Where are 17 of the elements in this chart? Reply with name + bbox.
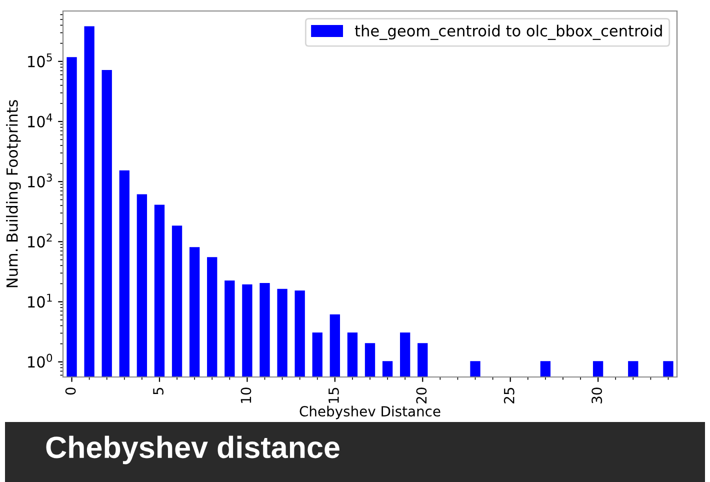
x-tick-label: 10 bbox=[240, 388, 252, 403]
x-axis-title: Chebyshev Distance bbox=[300, 406, 440, 420]
x-tick-label: 20 bbox=[416, 388, 427, 404]
y-tick-label: 10$^{2}$ bbox=[28, 234, 52, 248]
legend-label: the_geom_centroid to olc_bbox_centroid bbox=[354, 24, 662, 40]
x-tick-label: 30 bbox=[592, 388, 602, 404]
y-tick-label: 10$^{3}$ bbox=[28, 173, 52, 188]
y-tick-label: 10$^{4}$ bbox=[28, 114, 52, 128]
x-tick-label: 15 bbox=[328, 388, 339, 403]
y-tick-label: 10$^{1}$ bbox=[28, 294, 52, 308]
x-tick-label: 0 bbox=[65, 388, 76, 395]
y-tick-label: 10$^{5}$ bbox=[28, 53, 52, 68]
y-tick-label: 10$^{0}$ bbox=[28, 354, 52, 368]
y-axis-title: Num. Building Footprints bbox=[6, 100, 21, 288]
x-tick-label: 25 bbox=[504, 388, 514, 404]
text: Chebyshev distance bbox=[46, 436, 340, 464]
x-tick-label: 5 bbox=[153, 388, 164, 394]
